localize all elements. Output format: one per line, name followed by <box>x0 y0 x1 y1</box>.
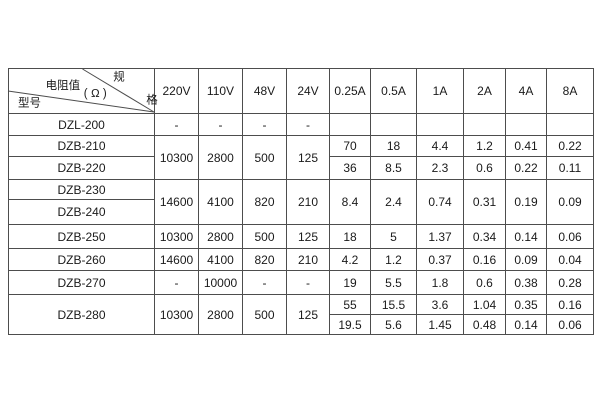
svg-text:( Ω ): ( Ω ) <box>84 88 107 100</box>
svg-text:电阻值: 电阻值 <box>46 79 81 92</box>
svg-text:规: 规 <box>113 70 125 84</box>
svg-text:型号: 型号 <box>18 96 41 110</box>
svg-text:格: 格 <box>146 92 158 106</box>
